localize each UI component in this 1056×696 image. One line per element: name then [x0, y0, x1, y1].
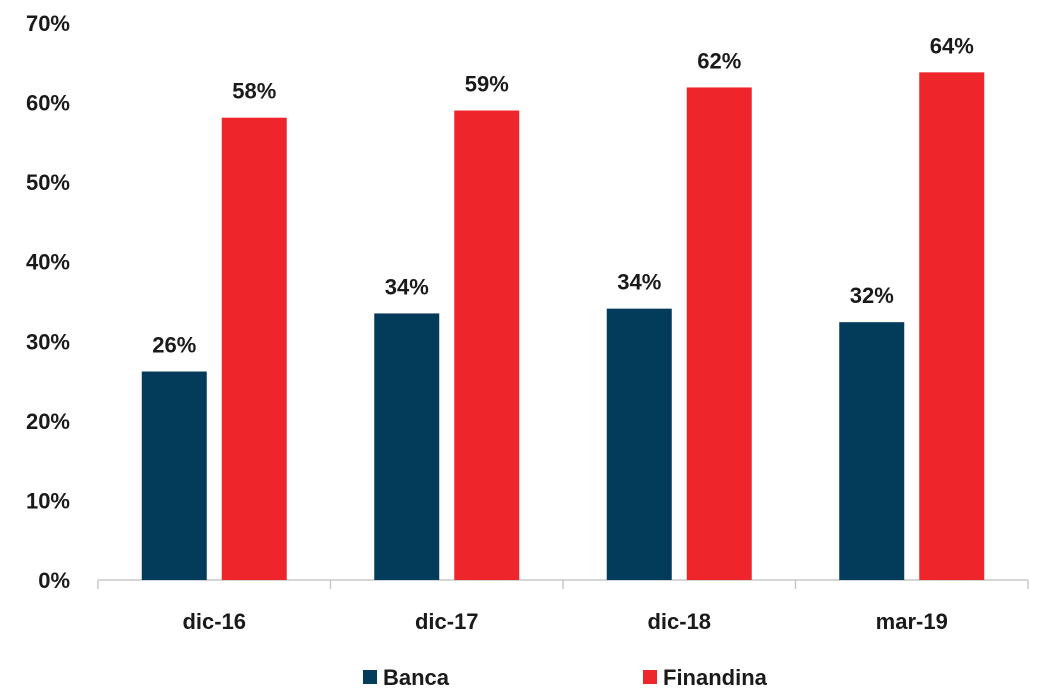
- x-tick-label: dic-18: [647, 609, 711, 634]
- y-tick-label: 30%: [26, 329, 70, 354]
- legend-swatch: [363, 670, 377, 684]
- bar-banca-dic-17: [374, 313, 440, 580]
- x-tick-label: dic-17: [415, 609, 479, 634]
- data-label: 58%: [232, 79, 276, 104]
- legend-label: Finandina: [663, 665, 768, 690]
- bar-banca-mar-19: [839, 322, 905, 580]
- x-tick-label: mar-19: [876, 609, 948, 634]
- data-label: 34%: [617, 270, 661, 295]
- bar-finandina-dic-16: [221, 117, 287, 580]
- y-tick-label: 0%: [38, 568, 70, 593]
- bar-banca-dic-18: [606, 308, 672, 580]
- x-tick-label: dic-16: [182, 609, 246, 634]
- data-label: 34%: [385, 274, 429, 299]
- data-label: 64%: [930, 33, 974, 58]
- y-tick-label: 10%: [26, 488, 70, 513]
- data-labels-group: 26% 58% 34% 59% 34% 62% 32% 64%: [152, 33, 974, 357]
- data-label: 59%: [465, 72, 509, 97]
- data-label: 32%: [850, 283, 894, 308]
- y-axis: 0% 10% 20% 30% 40% 50% 60% 70%: [26, 11, 70, 593]
- data-label: 26%: [152, 333, 196, 358]
- bar-banca-dic-16: [141, 371, 207, 580]
- y-tick-label: 50%: [26, 170, 70, 195]
- x-axis: dic-16 dic-17 dic-18 mar-19: [97, 579, 1029, 634]
- bar-finandina-dic-17: [454, 110, 520, 581]
- data-label: 62%: [697, 48, 741, 73]
- legend: Banca Finandina: [363, 665, 768, 690]
- bar-finandina-dic-18: [686, 87, 752, 581]
- legend-label: Banca: [383, 665, 450, 690]
- y-tick-label: 20%: [26, 409, 70, 434]
- bar-finandina-mar-19: [919, 72, 985, 580]
- y-tick-label: 40%: [26, 250, 70, 275]
- y-tick-label: 60%: [26, 91, 70, 116]
- bars-group: [141, 72, 985, 581]
- y-tick-label: 70%: [26, 11, 70, 36]
- legend-swatch: [643, 670, 657, 684]
